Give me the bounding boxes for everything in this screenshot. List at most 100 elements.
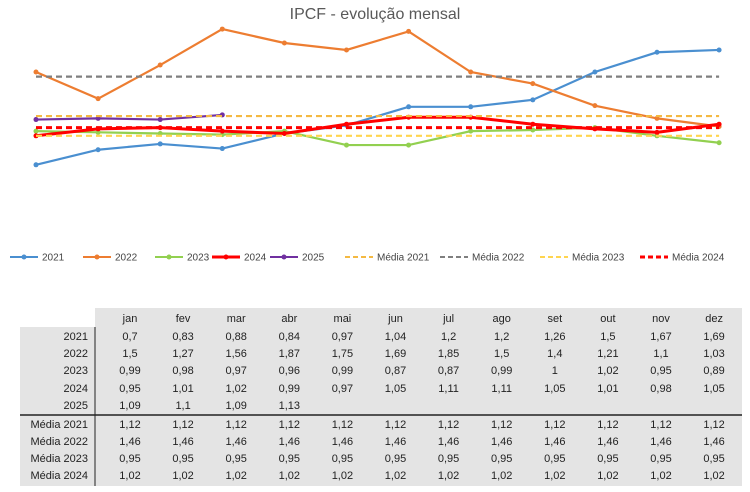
table-cell: 1,85 bbox=[438, 348, 459, 360]
data-point bbox=[95, 96, 101, 102]
table-column-header: ago bbox=[493, 313, 511, 325]
legend-label: 2022 bbox=[115, 253, 138, 264]
table-cell: 1,46 bbox=[438, 436, 459, 448]
table-cell: 1,02 bbox=[597, 365, 618, 377]
table-cell: 1,02 bbox=[225, 470, 246, 482]
table-cell: 0,96 bbox=[279, 365, 300, 377]
data-point bbox=[530, 97, 536, 103]
table-cell: 0,95 bbox=[172, 453, 193, 465]
table-column-header: nov bbox=[652, 313, 670, 325]
table-cell: 1,02 bbox=[438, 470, 459, 482]
table-cell: 1,2 bbox=[441, 331, 456, 343]
data-point bbox=[716, 47, 722, 53]
table-cell: 1,12 bbox=[279, 419, 300, 431]
table-cell: 0,95 bbox=[119, 383, 140, 395]
table-cell: 1,02 bbox=[544, 470, 565, 482]
table-cell: 1,02 bbox=[225, 383, 246, 395]
table-cell: 1,05 bbox=[703, 383, 724, 395]
table-cell: 0,87 bbox=[385, 365, 406, 377]
table-cell: 0,95 bbox=[597, 453, 618, 465]
table-cell: 1,11 bbox=[438, 383, 459, 395]
data-point bbox=[716, 140, 722, 146]
table-cell: 0,95 bbox=[385, 453, 406, 465]
data-point bbox=[406, 142, 412, 148]
table-cell: 1,01 bbox=[172, 383, 193, 395]
series-line bbox=[35, 27, 720, 128]
legend-marker bbox=[166, 254, 172, 260]
table-cell: 1,5 bbox=[494, 348, 509, 360]
table-cell: 1,5 bbox=[600, 331, 615, 343]
series-line bbox=[35, 48, 720, 166]
table-column-header: set bbox=[547, 313, 562, 325]
data-point bbox=[344, 47, 349, 53]
table-cell: 1,05 bbox=[544, 383, 565, 395]
data-point bbox=[530, 81, 536, 87]
table-cell: 0,98 bbox=[172, 365, 193, 377]
table-cell: 1 bbox=[552, 365, 558, 377]
table-cell: 0,99 bbox=[279, 383, 300, 395]
table-cell: 1,46 bbox=[597, 436, 618, 448]
data-point bbox=[33, 162, 39, 168]
table-cell: 1,12 bbox=[438, 419, 459, 431]
table-cell: 1,12 bbox=[119, 419, 140, 431]
table-cell: 0,89 bbox=[703, 365, 724, 377]
table-cell: 0,99 bbox=[491, 365, 512, 377]
table-cell: 1,1 bbox=[175, 400, 190, 412]
table-row-header: 2025 bbox=[64, 400, 88, 412]
table-cell: 1,46 bbox=[332, 436, 353, 448]
table-cell: 0,95 bbox=[438, 453, 459, 465]
data-point bbox=[654, 129, 660, 135]
data-point bbox=[468, 104, 474, 110]
table-cell: 0,95 bbox=[650, 365, 671, 377]
table-cell: 1,02 bbox=[119, 470, 140, 482]
table-cell: 1,12 bbox=[650, 419, 671, 431]
data-point bbox=[530, 121, 536, 127]
table-cell: 1,12 bbox=[332, 419, 353, 431]
table-cell: 1,87 bbox=[279, 348, 300, 360]
table-row-header: Média 2021 bbox=[31, 419, 89, 431]
table-cell: 1,02 bbox=[172, 470, 193, 482]
table-cell: 0,95 bbox=[491, 453, 512, 465]
data-point bbox=[33, 69, 39, 75]
table-cell: 0,95 bbox=[225, 453, 246, 465]
table-cell: 1,04 bbox=[385, 331, 406, 343]
legend-label: Média 2024 bbox=[672, 253, 725, 264]
data-point bbox=[344, 121, 349, 127]
table-cell: 1,46 bbox=[650, 436, 671, 448]
data-point bbox=[157, 62, 163, 68]
table-row-header: 2021 bbox=[64, 331, 88, 343]
table-column-header: mar bbox=[227, 313, 246, 325]
table-cell: 0,95 bbox=[119, 453, 140, 465]
table-row-header: Média 2022 bbox=[31, 436, 89, 448]
table-cell: 1,02 bbox=[597, 470, 618, 482]
table-cell: 1,01 bbox=[597, 383, 618, 395]
table-cell: 1,1 bbox=[653, 348, 668, 360]
legend-label: Média 2023 bbox=[572, 253, 625, 264]
data-point bbox=[95, 147, 101, 153]
legend-marker bbox=[223, 254, 229, 260]
data-point bbox=[468, 69, 474, 75]
table-cell: 1,09 bbox=[119, 400, 140, 412]
table-cell: 1,12 bbox=[385, 419, 406, 431]
table-column-header: out bbox=[600, 313, 615, 325]
table-cell: 1,46 bbox=[491, 436, 512, 448]
data-point bbox=[95, 129, 101, 135]
data-point bbox=[157, 141, 163, 147]
legend-label: 2023 bbox=[187, 253, 210, 264]
table-cell: 1,56 bbox=[225, 348, 246, 360]
table-row-header: 2022 bbox=[64, 348, 88, 360]
table-cell: 1,05 bbox=[385, 383, 406, 395]
table-cell: 1,2 bbox=[494, 331, 509, 343]
table-row-header: 2024 bbox=[64, 383, 88, 395]
table-cell: 1,03 bbox=[703, 348, 724, 360]
table-cell: 0,95 bbox=[279, 453, 300, 465]
table-cell: 1,02 bbox=[385, 470, 406, 482]
data-point bbox=[157, 117, 163, 123]
table-cell: 1,11 bbox=[491, 383, 512, 395]
table-cell: 1,13 bbox=[279, 400, 300, 412]
table-column-header: fev bbox=[176, 313, 191, 325]
table-cell: 0,97 bbox=[332, 383, 353, 395]
table-cell: 1,02 bbox=[491, 470, 512, 482]
data-point bbox=[406, 28, 412, 34]
